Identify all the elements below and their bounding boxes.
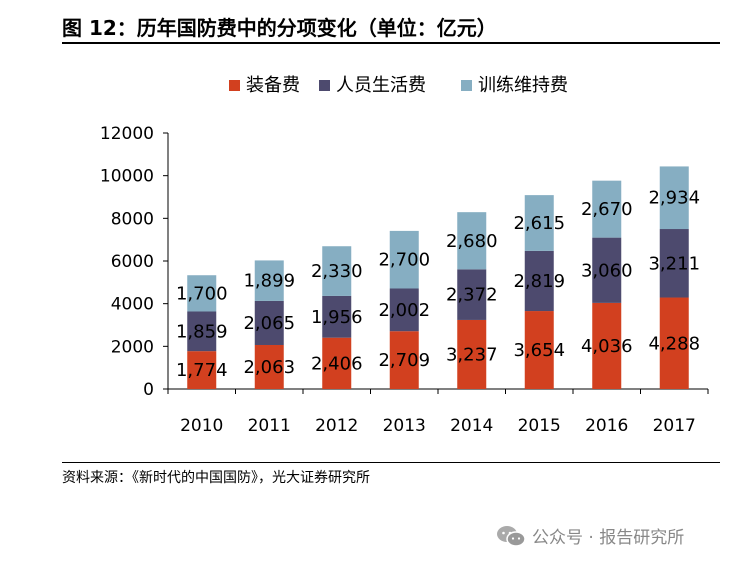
y-tick-label: 8000 [111,209,154,229]
data-label: 2,670 [581,199,633,220]
legend-swatch [229,80,240,91]
bar-segment-1 [187,351,217,389]
bar-segment-2 [187,311,217,352]
data-label: 2,002 [378,300,430,321]
bar-segment-1 [524,311,554,389]
bar-segment-1 [659,297,689,389]
bar-segment-3 [524,195,554,251]
x-tick-label: 2014 [450,416,493,436]
title-divider [62,42,720,44]
data-label: 2,709 [378,350,430,371]
y-tick-label: 2000 [111,337,154,357]
x-tick-label: 2016 [585,416,628,436]
bar-segment-3 [457,212,487,270]
y-tick-label: 6000 [111,252,154,272]
legend-label: 装备费 [246,75,300,96]
data-label: 2,615 [513,213,565,234]
data-label: 2,372 [446,285,498,306]
data-label: 3,060 [581,260,633,281]
x-tick-label: 2012 [315,416,358,436]
bar-segment-1 [592,302,622,389]
bar-segment-2 [254,300,284,345]
bar-segment-2 [659,229,689,298]
source-divider [62,462,720,463]
bar-segment-2 [457,269,487,320]
bar-segment-3 [187,275,217,312]
data-label: 2,065 [243,313,295,334]
x-tick-label: 2013 [383,416,426,436]
stacked-bar-chart: 0 2000 4000 6000 8000 10000 12000 2010 2011 2012 2… [100,75,709,436]
data-label: 2,934 [648,188,700,209]
bar-segment-3 [592,180,622,238]
legend-swatch [461,80,472,91]
source-note: 资料来源：《新时代的中国国防》，光大证券研究所 [62,470,370,486]
legend-label: 训练维持费 [478,75,568,96]
data-label: 1,956 [311,307,363,328]
bar-segment-2 [524,250,554,312]
data-label: 3,654 [513,340,565,361]
y-tick-label: 12000 [100,124,154,144]
legend-label: 人员生活费 [336,75,426,96]
bar-segment-3 [659,166,689,230]
data-label: 4,288 [648,333,700,354]
x-tick-label: 2010 [180,416,223,436]
y-tick-label: 4000 [111,295,154,315]
bar-segment-3 [254,260,284,301]
bar-segment-2 [389,288,419,332]
data-label: 2,700 [378,250,430,271]
bar-segment-3 [389,230,419,289]
x-tick-label: 2017 [653,416,696,436]
bar-segment-3 [322,246,352,296]
bar-segment-2 [322,295,352,338]
data-label: 2,063 [243,357,295,378]
x-tick-label: 2011 [248,416,291,436]
page-title: 图 12：历年国防费中的分项变化（单位：亿元） [62,16,497,40]
data-label: 2,680 [446,231,498,252]
watermark-text: 公众号 · 报告研究所 [532,528,685,548]
data-label: 2,819 [513,271,565,292]
data-label: 2,330 [311,261,363,282]
wechat-icon [497,525,526,547]
bar-segment-1 [322,337,352,389]
legend-swatch [319,80,330,91]
data-label: 1,899 [243,271,295,292]
bar-segment-1 [457,319,487,389]
y-tick-label: 10000 [100,167,154,187]
data-label: 1,859 [176,321,228,342]
bar-segment-1 [254,344,284,389]
data-label: 3,237 [446,344,498,365]
data-label: 1,700 [176,283,228,304]
data-label: 2,406 [311,353,363,374]
x-tick-label: 2015 [518,416,561,436]
bar-segment-2 [592,237,622,303]
watermark: 公众号 · 报告研究所 [496,523,684,548]
y-tick-label: 0 [143,380,154,400]
data-label: 4,036 [581,336,633,357]
data-label: 3,211 [648,253,700,274]
bar-segment-1 [389,331,419,389]
data-label: 1,774 [176,360,228,381]
